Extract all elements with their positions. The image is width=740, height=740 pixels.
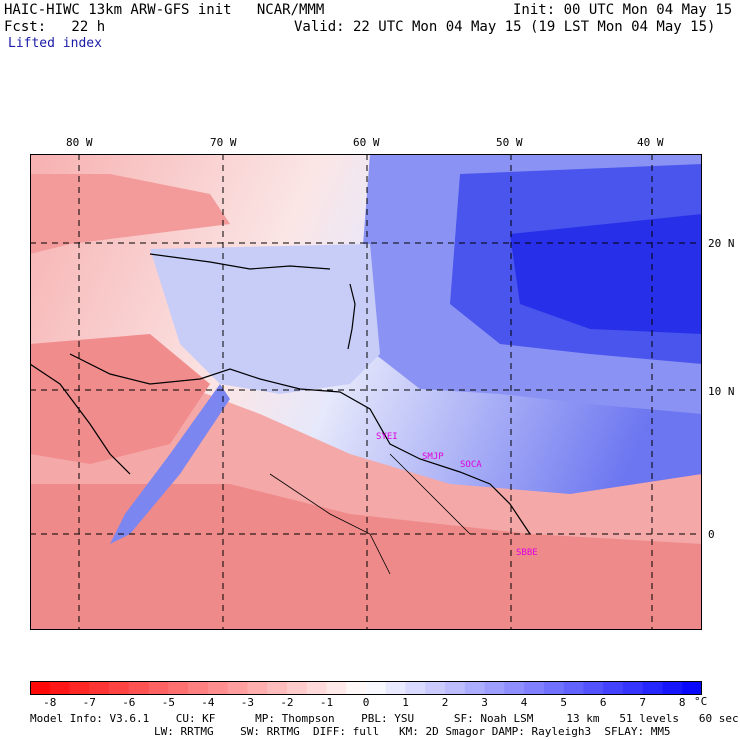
unstable-central-america (30, 334, 210, 464)
colorbar-segment (326, 681, 347, 695)
valid-time: Valid: 22 UTC Mon 04 May 15 (19 LST Mon … (294, 19, 716, 35)
very-unstable-region (30, 484, 702, 630)
lesser-antilles-coast (347, 283, 356, 350)
colorbar-segment (603, 681, 624, 695)
colorbar-segment (128, 681, 150, 695)
lat-label: 0 (708, 528, 715, 541)
colorbar-segment (168, 681, 189, 695)
colorbar-segment (89, 681, 110, 695)
colorbar-segment (69, 681, 90, 695)
colorbar-tick-label: 1 (402, 696, 409, 709)
colorbar-tick-label: 0 (362, 696, 370, 709)
colorbar-segment (286, 681, 308, 695)
colorbar-tick-label: 5 (560, 696, 567, 709)
lon-label: 70 W (210, 136, 237, 149)
country-borders (269, 453, 471, 575)
colorbar-segment (188, 681, 209, 695)
colorbar-segment (227, 681, 248, 695)
colorbar-segment (366, 681, 387, 695)
colorbar-segment (583, 681, 604, 695)
colorbar-tick-label: -3 (240, 696, 255, 709)
colorbar-segment (642, 681, 663, 695)
colorbar-tick-label: 6 (599, 696, 607, 709)
colorbar-segment (49, 681, 71, 695)
colorbar-segment (543, 681, 565, 695)
lat-lon-grid (30, 154, 702, 630)
model-info-line2: LW: RRTMG SW: RRTMG DIFF: full KM: 2D Sm… (154, 725, 671, 738)
colorbar-segment (484, 681, 505, 695)
colorbar-segment (504, 681, 525, 695)
model-info-line1: Model Info: V3.6.1 CU: KF MP: Thompson P… (30, 712, 739, 725)
field-name: Lifted index (8, 36, 102, 51)
colorbar-segment (662, 681, 683, 695)
lifted-index-map: SYEI SMJP SOCA SBBE (30, 154, 702, 630)
colorbar-segment (425, 681, 446, 695)
colorbar-tick-label: -7 (82, 696, 96, 709)
colorbar (30, 681, 702, 695)
colorbar-tick-label: -2 (280, 696, 294, 709)
plot-title: HAIC-HIWC 13km ARW-GFS init NCAR/MMM (4, 2, 325, 18)
colorbar-segment (30, 681, 51, 695)
lon-label: 80 W (66, 136, 93, 149)
forecast-hour: Fcst: 22 h (4, 19, 106, 35)
south-america-coast (69, 353, 531, 535)
colorbar-tick-label: 2 (441, 696, 449, 709)
colorbar-segment (405, 681, 426, 695)
central-america-coast (30, 363, 131, 475)
colorbar-segment (385, 681, 407, 695)
map-frame (30, 154, 702, 630)
lon-label: 40 W (637, 136, 664, 149)
colorbar-tick-label: -6 (122, 696, 136, 709)
lat-label: 20 N (708, 237, 735, 250)
colorbar-unit: °C (694, 695, 708, 708)
station-label: SOCA (460, 460, 482, 470)
colorbar-tick-label: -8 (43, 696, 57, 709)
colorbar-segment (207, 681, 229, 695)
station-label: SYEI (376, 432, 398, 442)
colorbar-segment (267, 681, 288, 695)
unstable-north-region (30, 174, 230, 254)
lat-label: 10 N (708, 385, 735, 398)
lon-label: 50 W (496, 136, 523, 149)
station-label: SBBE (516, 548, 538, 558)
colorbar-tick-label: 8 (678, 696, 686, 709)
andes-stable-streak (110, 384, 230, 544)
greater-antilles-coast (149, 253, 331, 270)
colorbar-segment (524, 681, 545, 695)
lon-label: 60 W (353, 136, 380, 149)
colorbar-tick-label: -5 (161, 696, 175, 709)
colorbar-tick-label: -4 (201, 696, 215, 709)
colorbar-segment (306, 681, 327, 695)
colorbar-segment (682, 681, 702, 695)
colorbar-segment (464, 681, 486, 695)
map-canvas (30, 154, 702, 630)
colorbar-segment (346, 681, 367, 695)
init-time: Init: 00 UTC Mon 04 May 15 (513, 2, 733, 18)
colorbar-segment (247, 681, 268, 695)
station-label: SMJP (422, 452, 444, 462)
colorbar-tick-label: 4 (520, 696, 528, 709)
colorbar-segment (109, 681, 130, 695)
colorbar-segment (445, 681, 466, 695)
colorbar-tick-label: -1 (319, 696, 334, 709)
colorbar-frame (30, 681, 702, 695)
colorbar-tick-label: 7 (639, 696, 647, 709)
caribbean-stable (150, 244, 380, 394)
most-stable-region (510, 214, 702, 334)
colorbar-segment (563, 681, 584, 695)
colorbar-tick-label: 3 (481, 696, 488, 709)
colorbar-segment (622, 681, 644, 695)
colorbar-segment (148, 681, 169, 695)
